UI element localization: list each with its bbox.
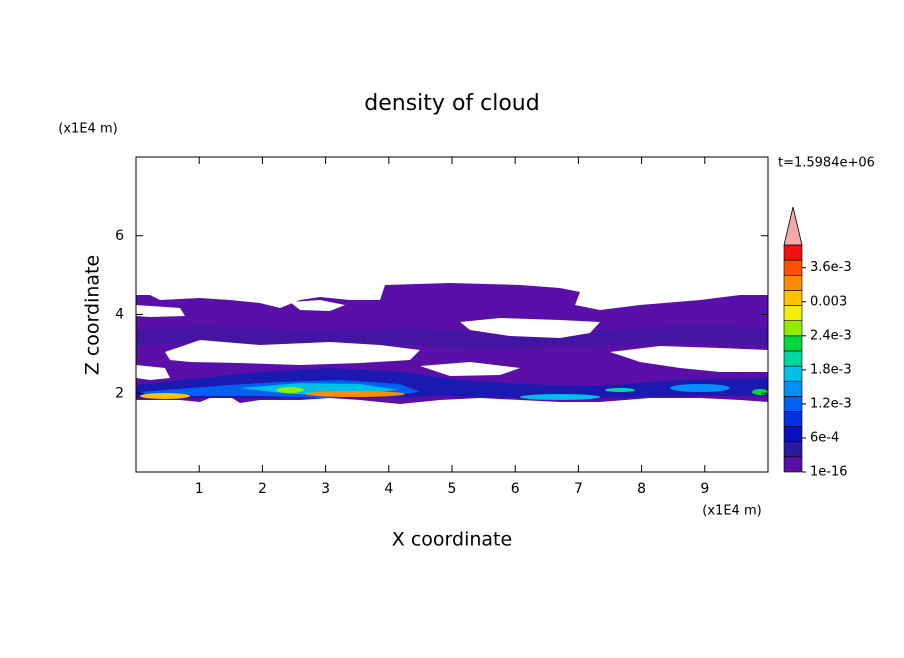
chart-title: density of cloud [364,91,539,116]
colorbar-label: 2.4e-3 [810,328,852,343]
x-tick-label: 7 [574,481,583,497]
colorbar-extend [783,206,803,246]
colorbar-label: 0.003 [810,294,847,309]
colorbar-box [783,411,803,427]
colorbar-label: 6e-4 [810,430,839,445]
x-tick-label: 6 [511,481,520,497]
colorbar-box [783,396,803,412]
x-tick-label: 9 [700,481,709,497]
colorbar-box [783,426,803,443]
x-unit: (x1E4 m) [702,504,761,519]
colorbar-box [783,274,803,291]
y-tick-label: 4 [115,307,124,323]
colorbar-box [783,259,803,276]
x-tick-label: 4 [384,481,393,497]
x-tick-label: 8 [637,481,646,497]
y-tick-label: 6 [115,228,124,244]
annotation: t=1.5984e+06 [778,156,875,171]
colorbar-box [783,335,803,352]
colorbar-label: 1e-16 [810,465,848,480]
colorbar-label: 1.8e-3 [810,362,852,377]
contour-field [136,283,768,404]
x-tick-label: 5 [448,481,457,497]
colorbar-box [783,244,803,261]
colorbar-box [783,290,803,306]
y-unit: (x1E4 m) [58,122,117,137]
colorbar-box [783,320,803,337]
colorbar-box [783,350,803,367]
colorbar-box [783,456,803,473]
colorbar-box [783,365,803,382]
colorbar-label: 3.6e-3 [810,260,852,275]
y-axis-label: Z coordinate [82,255,104,375]
colorbar-box [783,380,803,397]
x-tick-label: 3 [321,481,330,497]
x-tick-label: 2 [258,481,267,497]
y-tick-label: 2 [115,385,124,401]
colorbar-box [783,441,803,458]
x-axis-label: X coordinate [392,529,512,551]
colorbar-box [783,305,803,321]
colorbar-label: 1.2e-3 [810,396,852,411]
x-tick-label: 1 [195,481,204,497]
